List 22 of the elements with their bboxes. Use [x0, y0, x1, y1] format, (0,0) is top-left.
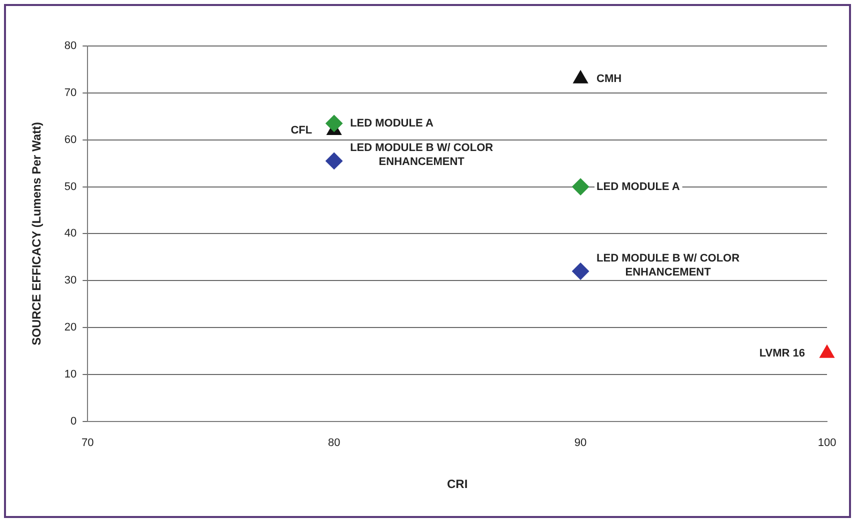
y-tick-label: 10 [64, 368, 77, 381]
x-tick-label: 100 [818, 437, 836, 450]
x-tick-label: 80 [328, 437, 340, 450]
annotation: LED MODULE B W/ COLOR ENHANCEMENT [596, 252, 740, 278]
annotation: CFL [290, 124, 312, 136]
x-tick-label: 70 [82, 437, 94, 450]
y-tick-label: 40 [64, 228, 77, 240]
y-tick-label: 0 [70, 415, 77, 428]
y-tick-label: 20 [64, 322, 77, 334]
y-axis-title: SOURCE EFFICACY (Lumens Per Watt) [30, 122, 44, 346]
annotation: LVMR 16 [759, 347, 805, 360]
x-tick-label: 90 [574, 437, 587, 450]
x-axis-title: CRI [446, 477, 468, 492]
annotation: CMH [596, 72, 622, 85]
annotation: LED MODULE A [596, 180, 680, 193]
annotation: LED MODULE B W/ COLOR ENHANCEMENT [350, 142, 494, 168]
y-tick-label: 30 [64, 274, 77, 287]
y-tick-label: 50 [64, 180, 77, 193]
annotation: LED MODULE A [350, 117, 434, 130]
y-tick-label: 60 [64, 134, 77, 146]
y-tick-label: 80 [64, 40, 77, 52]
y-tick-label: 70 [64, 86, 77, 99]
